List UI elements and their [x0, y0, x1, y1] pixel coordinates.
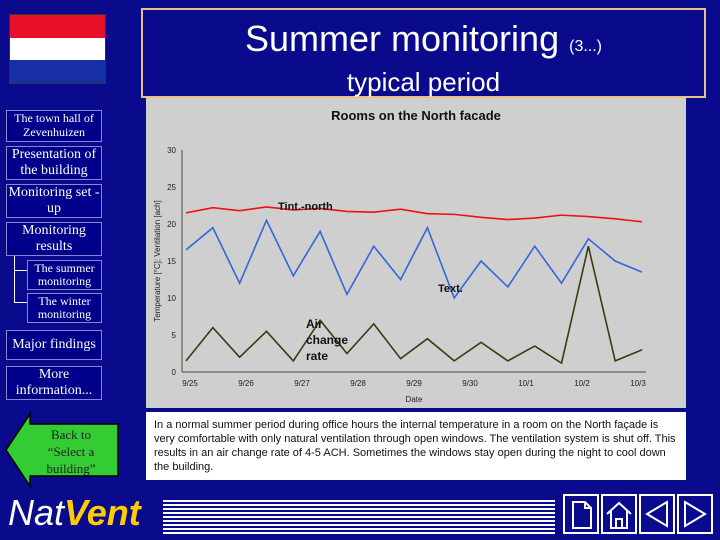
nav-monitoring-results[interactable]: Monitoring results [6, 222, 102, 256]
x-tick-label: 10/2 [574, 379, 590, 388]
nav-presentation[interactable]: Presentation of the building [6, 146, 102, 180]
home-button[interactable] [601, 494, 637, 534]
page-title: Summer monitoring (3...) [244, 18, 602, 59]
page-number: (3...) [569, 38, 602, 55]
x-tick-label: 10/3 [630, 379, 646, 388]
y-axis-label: Temperature [°C]; Ventilation [ach] [153, 200, 162, 321]
x-tick-label: 9/27 [294, 379, 310, 388]
y-tick-label: 25 [167, 183, 176, 192]
home-icon [606, 501, 632, 529]
y-tick-label: 20 [167, 220, 176, 229]
back-to-select-building-button[interactable]: Back to “Select a building” [4, 410, 122, 490]
series-line [185, 218, 643, 300]
x-tick-label: 9/28 [350, 379, 366, 388]
description-text: In a normal summer period during office … [146, 412, 686, 480]
series-label: Text. [438, 283, 463, 295]
page-subtitle: typical period [346, 67, 501, 97]
nav-winter-monitoring[interactable]: The winter monitoring [27, 293, 102, 323]
chart-title: Rooms on the North facade [331, 108, 501, 123]
triangle-left-icon [645, 500, 668, 528]
series-label: Tint.-north [278, 201, 333, 213]
line-chart: Rooms on the North facade 0 5 10 15 20 25 30 9/2… [153, 108, 646, 404]
chart-panel: Rooms on the North facade 0 5 10 15 20 25 30 9/2… [146, 98, 686, 408]
x-tick-label: 9/29 [406, 379, 422, 388]
y-tick-label: 15 [167, 257, 176, 266]
nav-summer-monitoring[interactable]: The summer monitoring [27, 260, 102, 290]
left-arrow-icon [5, 411, 119, 489]
netherlands-flag [9, 14, 106, 84]
nav-town-hall[interactable]: The town hall of Zevenhuizen [6, 110, 102, 142]
natvent-logo: NatVent [8, 492, 141, 533]
x-tick-label: 9/30 [462, 379, 478, 388]
flag-stripe-blue [10, 60, 105, 83]
nav-major-findings[interactable]: Major findings [6, 330, 102, 360]
x-tick-label: 9/26 [238, 379, 254, 388]
document-icon [572, 501, 592, 529]
flag-stripe-white [10, 37, 105, 61]
y-tick-label: 0 [172, 368, 177, 377]
flag-stripe-red [10, 15, 105, 38]
tree-connector [14, 256, 27, 303]
y-tick-label: 5 [172, 331, 177, 340]
previous-button[interactable] [639, 494, 675, 534]
y-tick-label: 30 [167, 146, 176, 155]
back-button-label: Back to “Select a building” [46, 427, 96, 476]
nav-more-information[interactable]: More information... [6, 366, 102, 400]
series-label: Air change rate [306, 317, 348, 363]
y-tick-label: 10 [167, 294, 176, 303]
page-header: Summer monitoring (3...) typical period [141, 8, 706, 98]
next-button[interactable] [677, 494, 713, 534]
x-tick-label: 10/1 [518, 379, 534, 388]
x-tick-label: 9/25 [182, 379, 198, 388]
document-button[interactable] [563, 494, 599, 534]
series-line [185, 206, 643, 223]
x-axis-label: Date [406, 395, 423, 404]
series-line [185, 246, 643, 365]
triangle-right-icon [684, 500, 707, 528]
decorative-stripes [163, 500, 555, 534]
nav-monitoring-setup[interactable]: Monitoring set -up [6, 184, 102, 218]
